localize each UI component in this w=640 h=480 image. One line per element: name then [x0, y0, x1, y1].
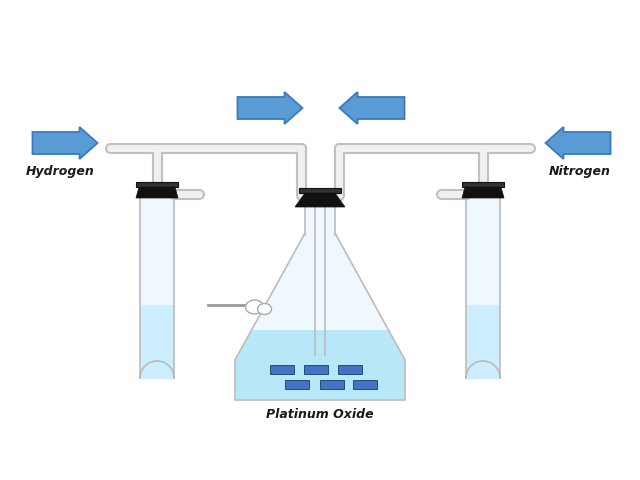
Polygon shape: [236, 330, 404, 399]
Text: Platinum Oxide: Platinum Oxide: [266, 408, 374, 421]
Bar: [136, 182, 178, 187]
Bar: [462, 182, 504, 187]
Bar: [353, 380, 377, 389]
Polygon shape: [136, 187, 178, 198]
Polygon shape: [467, 362, 499, 378]
Text: Hydrogen: Hydrogen: [26, 165, 94, 178]
Bar: [140, 190, 174, 378]
Bar: [270, 365, 294, 374]
Polygon shape: [462, 187, 504, 198]
Ellipse shape: [246, 300, 264, 314]
Polygon shape: [305, 195, 335, 235]
Polygon shape: [295, 193, 345, 207]
Ellipse shape: [257, 303, 271, 314]
Polygon shape: [466, 361, 500, 378]
FancyArrow shape: [545, 127, 611, 159]
Bar: [299, 188, 341, 193]
Bar: [338, 365, 362, 374]
Bar: [466, 190, 500, 378]
Polygon shape: [140, 361, 174, 378]
Polygon shape: [141, 362, 173, 378]
Polygon shape: [467, 305, 499, 378]
Polygon shape: [141, 305, 173, 378]
Bar: [285, 380, 309, 389]
Bar: [320, 380, 344, 389]
Bar: [304, 365, 328, 374]
FancyArrow shape: [33, 127, 97, 159]
Text: Nitrogen: Nitrogen: [549, 165, 611, 178]
FancyArrow shape: [339, 92, 404, 124]
FancyArrow shape: [237, 92, 303, 124]
Polygon shape: [235, 233, 405, 400]
